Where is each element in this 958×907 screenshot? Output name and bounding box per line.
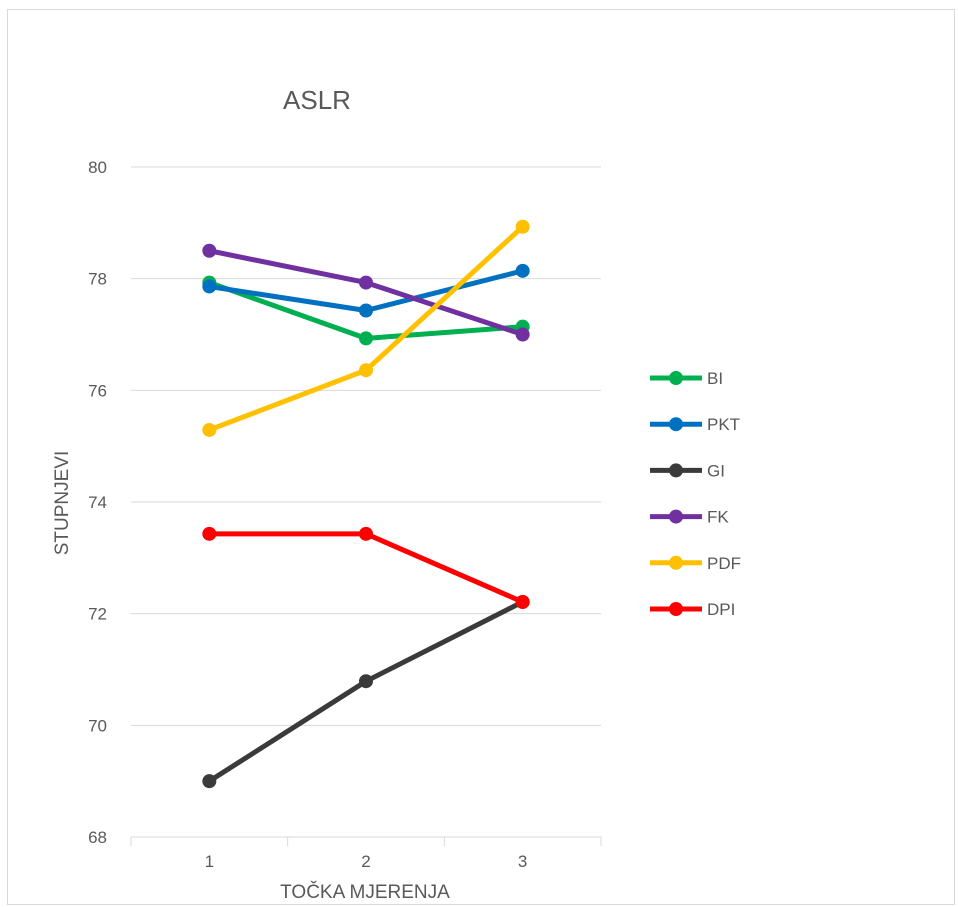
y-tick-label-78: 78 [88, 270, 107, 289]
series-fk [202, 243, 530, 342]
data-point-pdf-2 [359, 363, 373, 378]
gridlines [131, 166, 601, 838]
legend-label-gi: GI [707, 461, 725, 480]
legend-item-fk: FK [650, 508, 729, 527]
data-point-fk-2 [359, 275, 373, 290]
series-gi [202, 594, 530, 789]
legend-label-fk: FK [707, 508, 729, 527]
data-point-pkt-2 [359, 303, 373, 318]
legend-swatch-marker-pdf [669, 555, 683, 570]
legend-label-pdf: PDF [707, 554, 741, 573]
data-point-pkt-1 [202, 279, 217, 294]
legend-label-pkt: PKT [707, 415, 740, 434]
legend-label-dpi: DPI [707, 600, 735, 619]
x-axis-ticks [130, 837, 602, 846]
legend-item-pkt: PKT [650, 415, 740, 434]
x-tick-label-2: 2 [361, 852, 370, 871]
data-point-pdf-3 [515, 219, 530, 234]
y-axis-tick-labels: 68 70 72 74 76 78 80 [88, 158, 107, 847]
data-point-pkt-3 [515, 263, 530, 278]
y-tick-label-70: 70 [88, 716, 107, 735]
series-dpi [202, 526, 530, 609]
series-pkt [202, 263, 530, 318]
x-axis-title: TOČKA MJERENJA [280, 881, 450, 903]
data-point-dpi-1 [202, 526, 217, 541]
legend-item-gi: GI [650, 461, 725, 480]
legend-item-bi: BI [650, 369, 723, 388]
legend-swatch-marker-fk [669, 509, 683, 524]
x-axis-tick-labels: 1 2 3 [205, 852, 528, 871]
legend-item-dpi: DPI [650, 600, 735, 619]
legend-swatch-marker-dpi [669, 602, 683, 616]
y-tick-label-74: 74 [88, 493, 107, 512]
chart-frame [7, 9, 955, 905]
data-point-gi-2 [359, 674, 373, 689]
series-pdf [202, 219, 530, 437]
x-tick-label-3: 3 [518, 852, 527, 871]
y-tick-label-68: 68 [88, 828, 107, 847]
legend-swatch-marker-pkt [669, 417, 683, 432]
data-point-pdf-1 [202, 422, 217, 437]
series-line-dpi [206, 531, 526, 605]
legend-item-pdf: PDF [650, 554, 741, 573]
data-point-dpi-3 [515, 594, 530, 609]
legend-label-bi: BI [707, 369, 723, 388]
y-tick-label-76: 76 [88, 381, 107, 400]
legend: BI PKT GI FK PDF DPI [650, 369, 741, 619]
data-point-gi-1 [202, 774, 217, 789]
series-line-gi [206, 599, 526, 784]
legend-swatch-marker-gi [669, 463, 683, 478]
y-tick-label-72: 72 [88, 605, 107, 624]
data-point-bi-2 [359, 331, 373, 346]
y-axis-title: STUPNJEVI [52, 451, 73, 556]
data-point-dpi-2 [359, 526, 373, 541]
x-tick-label-1: 1 [205, 852, 214, 871]
chart-title: ASLR [283, 85, 351, 115]
data-point-fk-1 [202, 243, 217, 258]
legend-swatch-marker-bi [669, 371, 683, 385]
data-point-fk-3 [515, 327, 530, 342]
series-lines [202, 219, 530, 789]
y-tick-label-80: 80 [88, 158, 107, 177]
